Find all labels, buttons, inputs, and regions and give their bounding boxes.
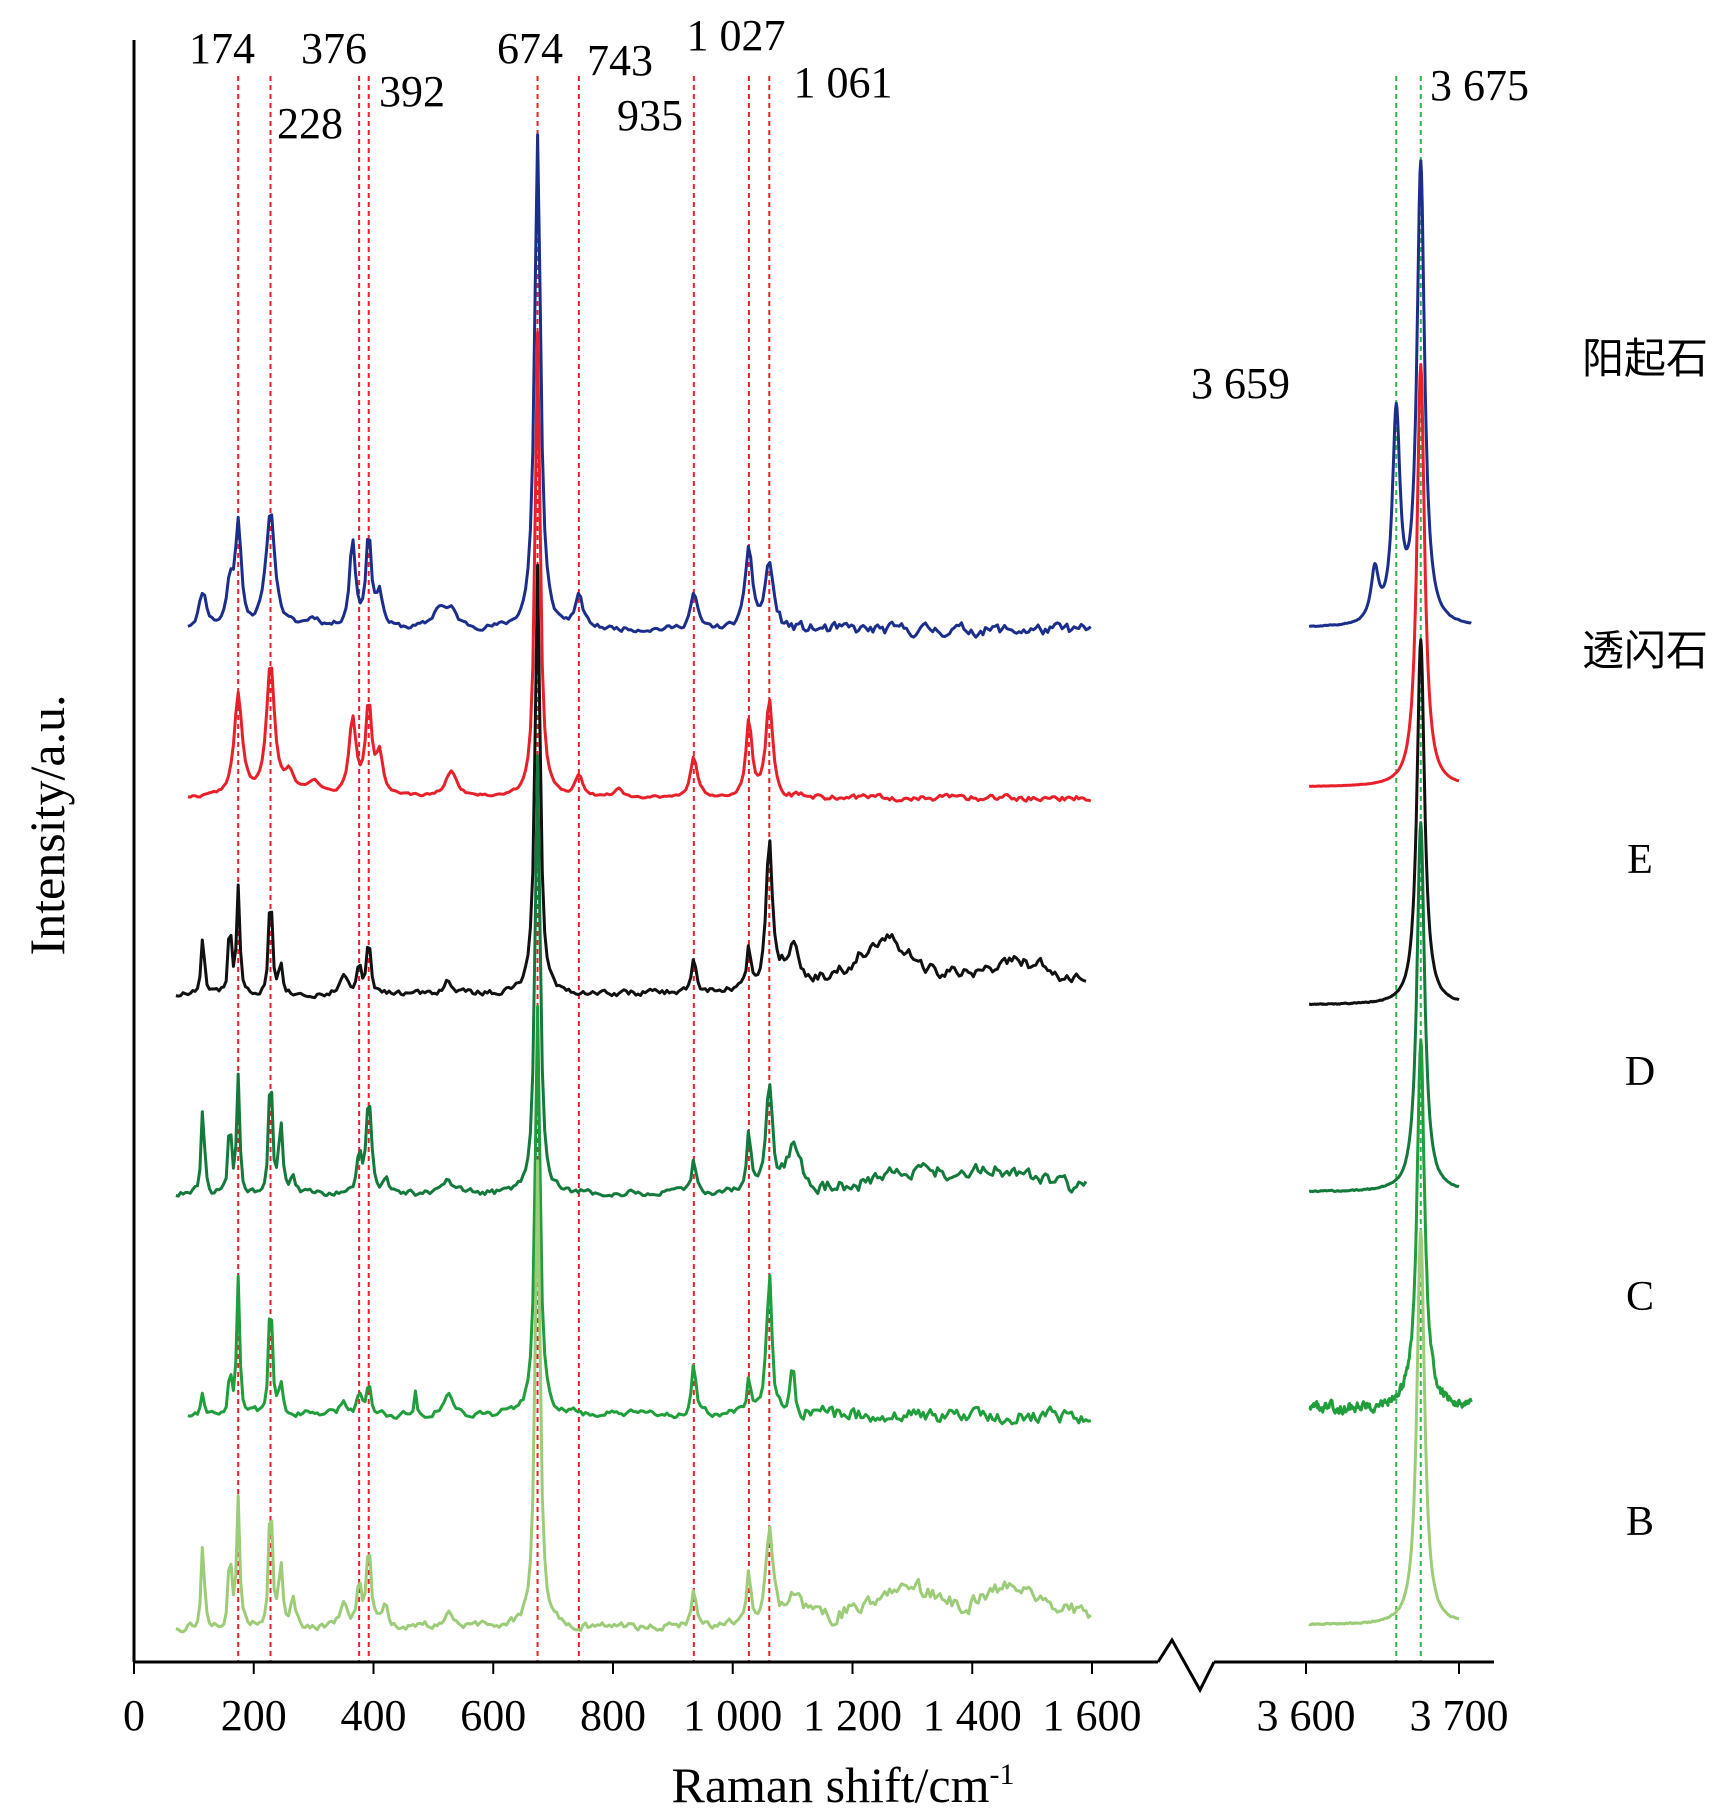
series-line-left [175, 1159, 1092, 1634]
axes [132, 40, 1494, 1694]
peak-label: 935 [617, 91, 683, 140]
peak-label: 1 061 [794, 58, 893, 107]
reference-lines [237, 76, 1422, 1662]
x-tick-label: 600 [460, 1691, 526, 1740]
x-tick-label: 1 200 [803, 1691, 902, 1740]
series-line-left [187, 133, 1092, 639]
x-tick-label: 1 600 [1043, 1691, 1142, 1740]
peak-label: 674 [497, 24, 563, 73]
series-line-right [1308, 821, 1460, 1194]
x-tick-label: 800 [580, 1691, 646, 1740]
peak-label: 174 [189, 24, 255, 73]
x-tick-label: 400 [341, 1691, 407, 1740]
series-line-left [175, 563, 1087, 1000]
x-axis-title: Raman shift/cm-1 [672, 1757, 1015, 1813]
x-tick-label: 3 700 [1410, 1691, 1509, 1740]
series-label: B [1626, 1499, 1654, 1545]
series-label: 阳起石 [1582, 337, 1708, 383]
series-line-right [1308, 159, 1472, 628]
peak-label: 1 027 [687, 11, 786, 60]
peak-label: 376 [301, 24, 367, 73]
series-layer [175, 133, 1473, 1634]
series-line-right [1308, 1229, 1460, 1627]
y-axis-title: Intensity/a.u. [19, 694, 75, 955]
series-label: 透闪石 [1582, 629, 1708, 675]
axis-break-mark [1156, 1637, 1216, 1694]
series-label: E [1627, 837, 1653, 883]
series-line-left [187, 1005, 1092, 1426]
peak-label: 228 [277, 99, 343, 148]
series-label: D [1625, 1049, 1655, 1095]
series-label: C [1626, 1274, 1654, 1320]
peak-label: 743 [587, 36, 653, 85]
x-tick-label: 1 000 [683, 1691, 782, 1740]
x-tick-label: 200 [221, 1691, 287, 1740]
series-line-left [175, 754, 1088, 1198]
x-tick-label: 1 400 [923, 1691, 1022, 1740]
x-tick-label: 0 [123, 1691, 145, 1740]
x-tick-label: 3 600 [1257, 1691, 1356, 1740]
peak-label: 3 659 [1191, 359, 1290, 408]
peak-label: 3 675 [1430, 61, 1529, 110]
series-line-right [1308, 363, 1460, 788]
series-line-left [187, 331, 1092, 803]
tick-layer: 0 200 400 600 800 1 000 1 200 1 400 1 600 3 600 3 … [123, 1662, 1509, 1740]
series-line-right [1308, 638, 1460, 1007]
peak-label: 392 [379, 67, 445, 116]
series-line-right [1308, 1038, 1473, 1416]
